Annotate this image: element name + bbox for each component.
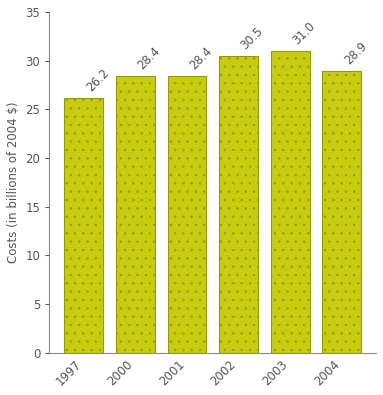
Y-axis label: Costs (in billions of 2004 $): Costs (in billions of 2004 $) (7, 102, 20, 263)
Bar (322, 71, 361, 353)
Bar (271, 51, 309, 353)
Bar (64, 98, 103, 353)
Text: 28.4: 28.4 (135, 45, 163, 72)
Bar (116, 76, 155, 353)
Text: 28.4: 28.4 (187, 45, 214, 72)
Text: 26.2: 26.2 (83, 66, 111, 94)
Text: 28.9: 28.9 (342, 40, 370, 68)
Bar (167, 76, 206, 353)
Text: 31.0: 31.0 (290, 19, 318, 47)
Bar (219, 56, 258, 353)
Text: 30.5: 30.5 (239, 24, 266, 52)
